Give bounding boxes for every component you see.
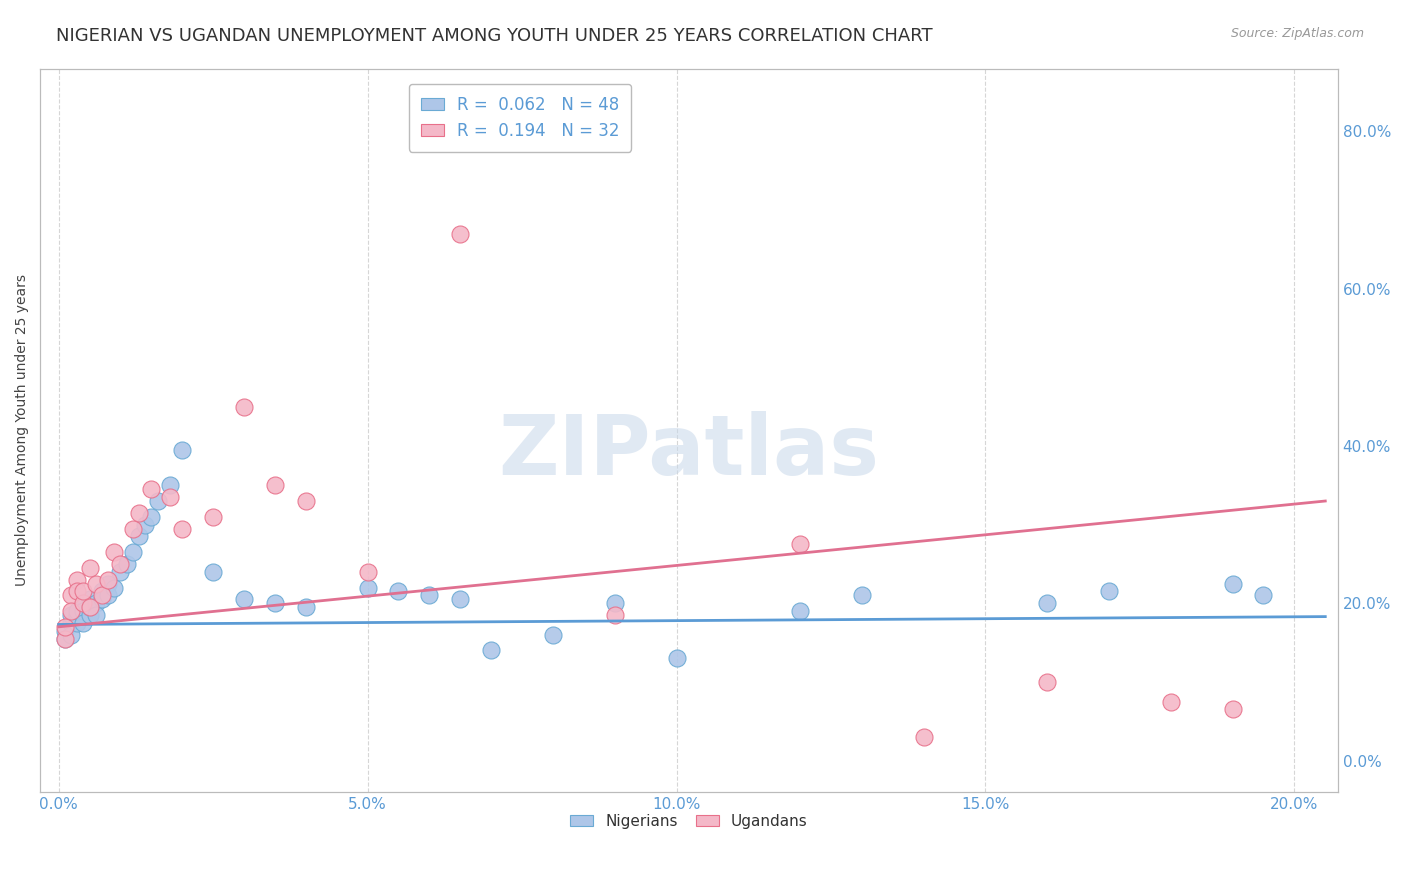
Point bbox=[1160, 694, 1182, 708]
Point bbox=[264, 478, 287, 492]
Point bbox=[90, 588, 112, 602]
Legend: Nigerians, Ugandans: Nigerians, Ugandans bbox=[564, 808, 814, 835]
Point bbox=[141, 482, 163, 496]
Point bbox=[97, 573, 120, 587]
Point bbox=[110, 557, 132, 571]
Point bbox=[264, 596, 287, 610]
Y-axis label: Unemployment Among Youth under 25 years: Unemployment Among Youth under 25 years bbox=[15, 274, 30, 586]
Point bbox=[90, 592, 112, 607]
Point bbox=[449, 592, 471, 607]
Point bbox=[103, 581, 125, 595]
Point bbox=[79, 561, 101, 575]
Point bbox=[387, 584, 409, 599]
Point bbox=[79, 600, 101, 615]
Point bbox=[172, 442, 194, 457]
Point bbox=[66, 584, 89, 599]
Point bbox=[60, 604, 83, 618]
Point bbox=[66, 604, 89, 618]
Point bbox=[66, 615, 89, 630]
Point bbox=[603, 596, 626, 610]
Point bbox=[121, 545, 143, 559]
Point bbox=[1253, 588, 1275, 602]
Point bbox=[1036, 596, 1059, 610]
Point bbox=[103, 545, 125, 559]
Point bbox=[72, 584, 94, 599]
Point bbox=[84, 596, 107, 610]
Point bbox=[159, 478, 181, 492]
Point bbox=[541, 628, 564, 642]
Point bbox=[141, 509, 163, 524]
Point bbox=[789, 604, 811, 618]
Point bbox=[97, 588, 120, 602]
Text: ZIPatlas: ZIPatlas bbox=[498, 411, 879, 492]
Point bbox=[97, 576, 120, 591]
Point bbox=[665, 651, 688, 665]
Point bbox=[418, 588, 440, 602]
Point bbox=[449, 227, 471, 241]
Point bbox=[53, 632, 76, 646]
Point bbox=[79, 600, 101, 615]
Point bbox=[72, 604, 94, 618]
Point bbox=[66, 573, 89, 587]
Point bbox=[110, 565, 132, 579]
Point bbox=[66, 607, 89, 622]
Point bbox=[356, 565, 378, 579]
Point bbox=[134, 517, 156, 532]
Point bbox=[72, 596, 94, 610]
Point bbox=[128, 529, 150, 543]
Text: NIGERIAN VS UGANDAN UNEMPLOYMENT AMONG YOUTH UNDER 25 YEARS CORRELATION CHART: NIGERIAN VS UGANDAN UNEMPLOYMENT AMONG Y… bbox=[56, 27, 932, 45]
Point bbox=[53, 624, 76, 638]
Point bbox=[121, 522, 143, 536]
Point bbox=[79, 592, 101, 607]
Point bbox=[60, 615, 83, 630]
Point bbox=[172, 522, 194, 536]
Point bbox=[603, 607, 626, 622]
Point bbox=[72, 596, 94, 610]
Point bbox=[202, 509, 225, 524]
Point bbox=[356, 581, 378, 595]
Point bbox=[53, 632, 76, 646]
Point bbox=[1036, 674, 1059, 689]
Point bbox=[60, 607, 83, 622]
Point bbox=[851, 588, 873, 602]
Point bbox=[60, 588, 83, 602]
Point bbox=[90, 584, 112, 599]
Point bbox=[294, 494, 316, 508]
Point bbox=[1222, 702, 1244, 716]
Point bbox=[84, 607, 107, 622]
Point bbox=[294, 600, 316, 615]
Point bbox=[912, 730, 935, 744]
Point bbox=[60, 628, 83, 642]
Point bbox=[1098, 584, 1121, 599]
Point bbox=[233, 592, 256, 607]
Point bbox=[233, 400, 256, 414]
Point bbox=[53, 620, 76, 634]
Point bbox=[146, 494, 169, 508]
Point bbox=[79, 607, 101, 622]
Point bbox=[84, 576, 107, 591]
Text: Source: ZipAtlas.com: Source: ZipAtlas.com bbox=[1230, 27, 1364, 40]
Point bbox=[72, 615, 94, 630]
Point bbox=[128, 506, 150, 520]
Point bbox=[202, 565, 225, 579]
Point bbox=[789, 537, 811, 551]
Point bbox=[115, 557, 138, 571]
Point bbox=[159, 490, 181, 504]
Point bbox=[479, 643, 502, 657]
Point bbox=[1222, 576, 1244, 591]
